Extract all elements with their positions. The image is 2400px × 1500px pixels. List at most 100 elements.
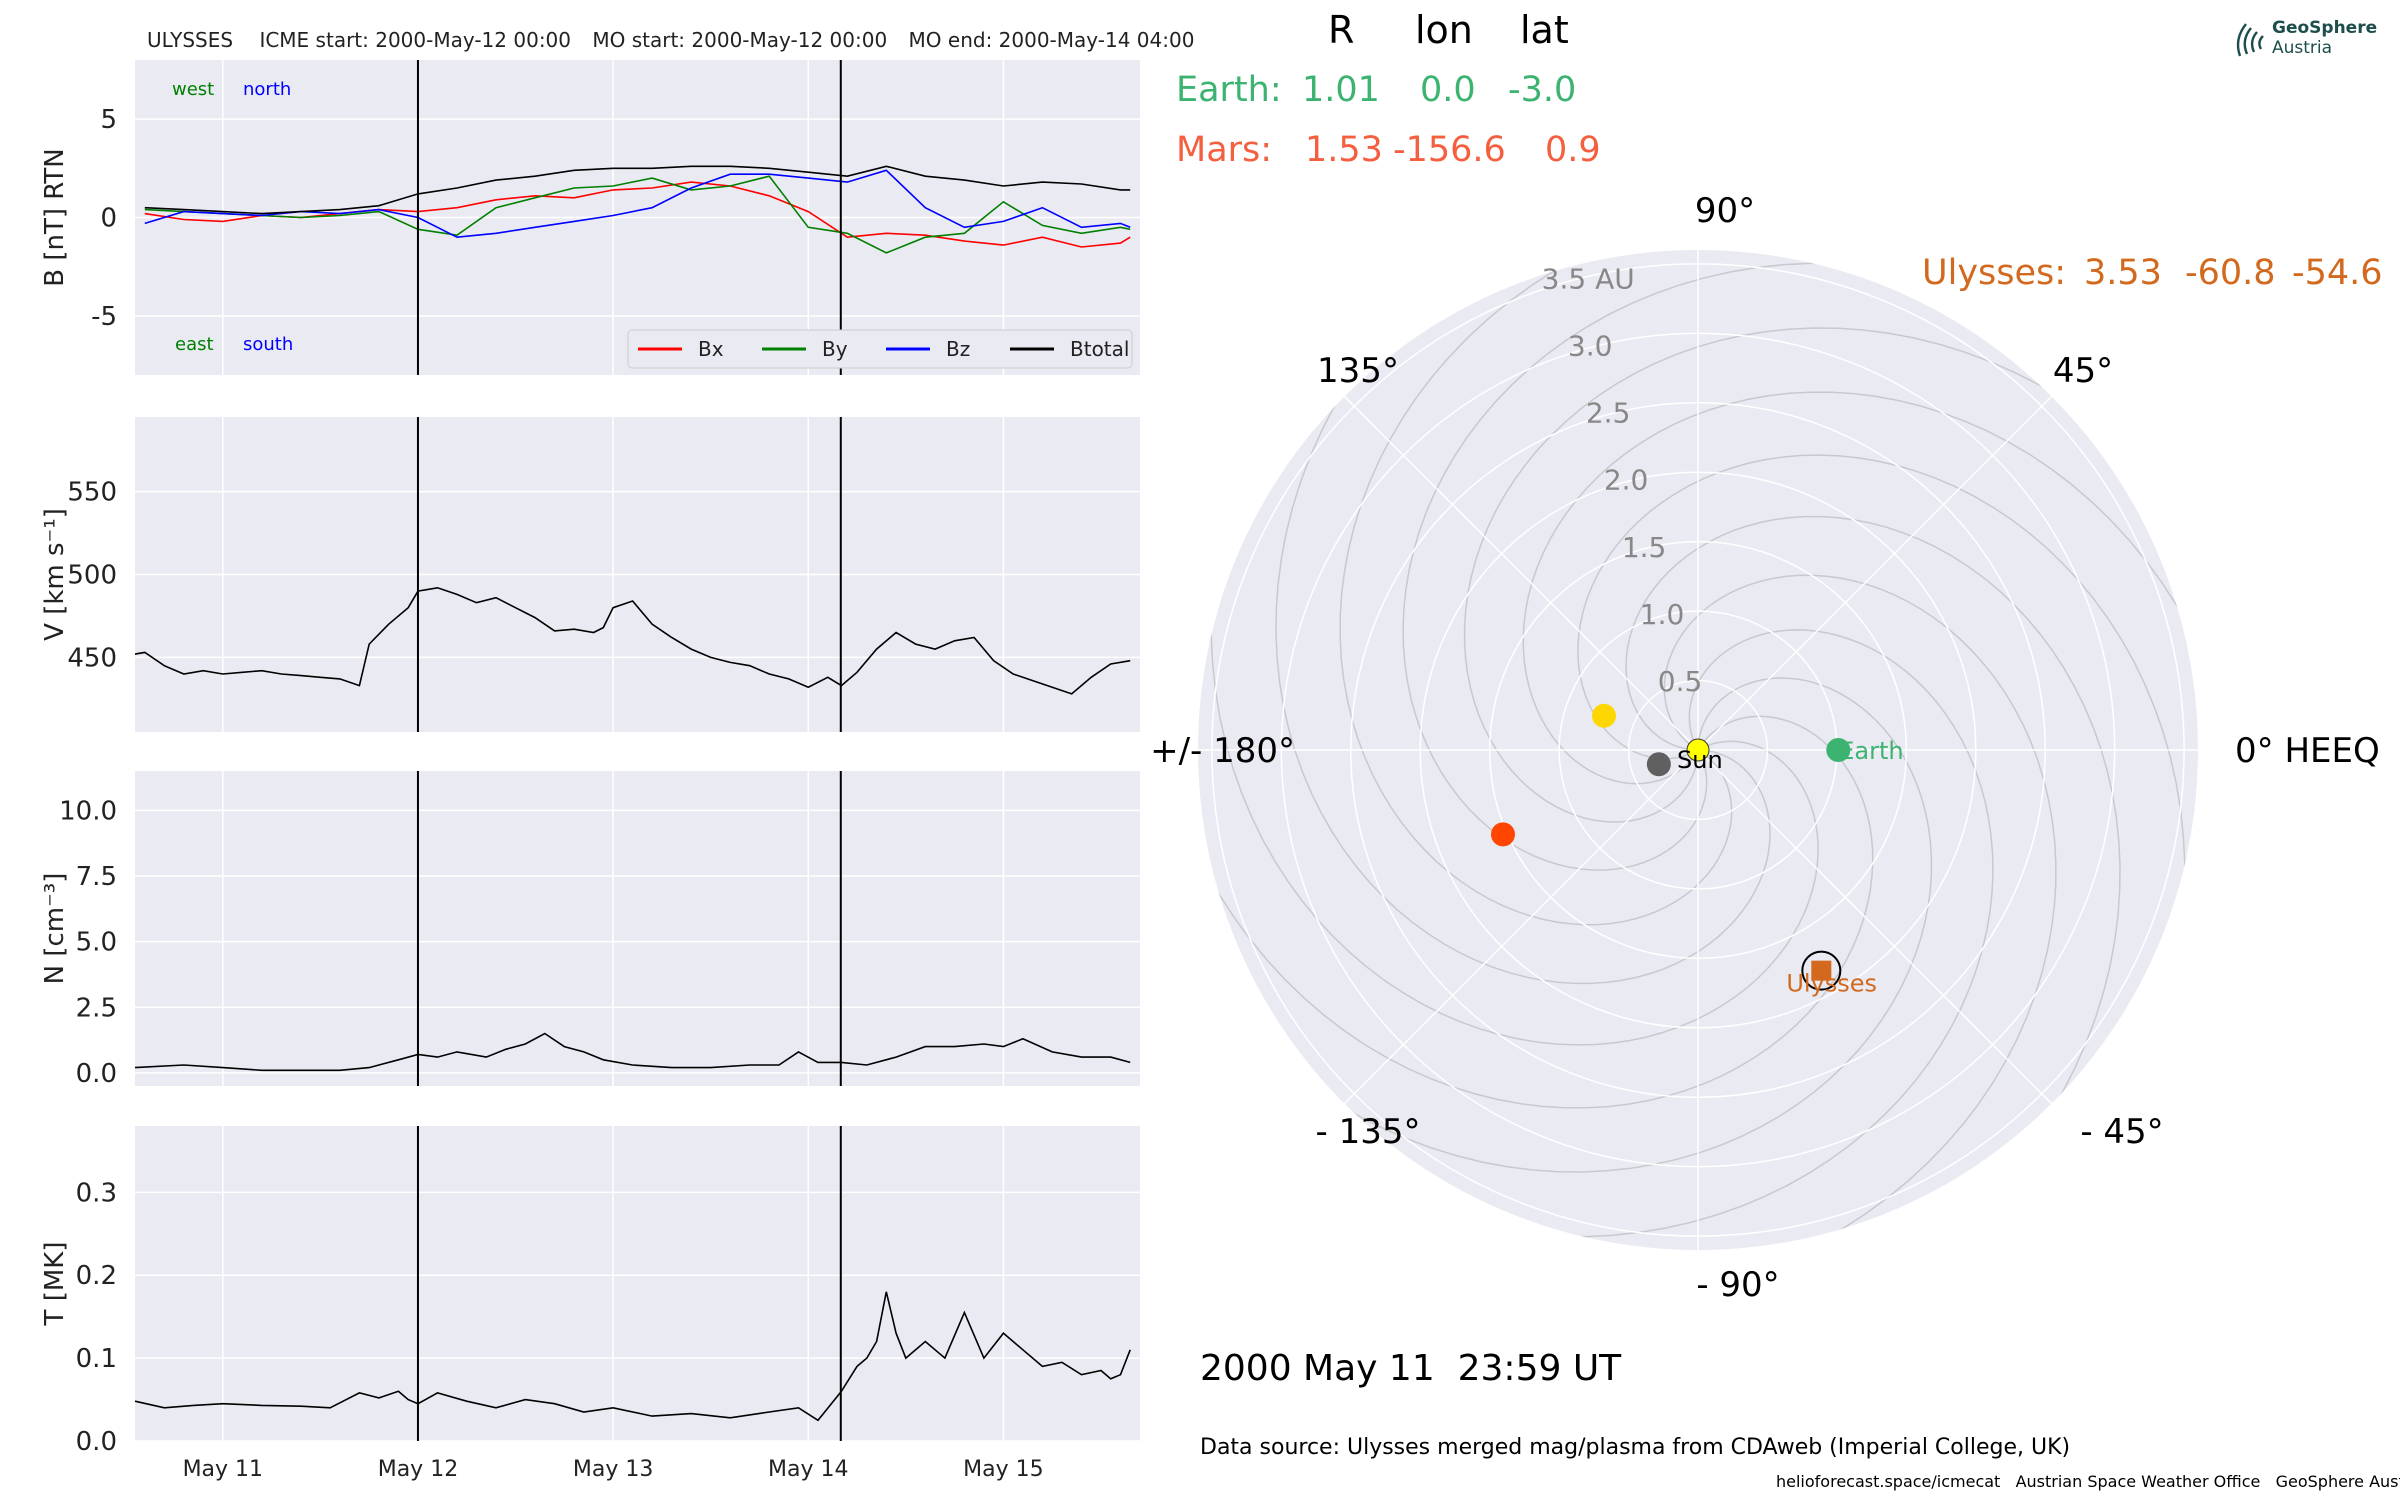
sun-marker <box>1686 738 1710 762</box>
radial-tick-label: 3.0 <box>1568 330 1613 363</box>
y-tick-label: 0.3 <box>76 1178 117 1208</box>
spiral-line <box>1527 629 1994 1238</box>
mo-start: MO start: 2000-May-12 00:00 <box>592 28 888 52</box>
y-tick-label: 550 <box>67 478 117 508</box>
spiral-line <box>1402 262 1869 871</box>
y-tick-label: -5 <box>91 302 117 332</box>
icme-start: ICME start: 2000-May-12 00:00 <box>259 28 571 52</box>
ulysses-marker <box>1811 960 1832 981</box>
spiral-line <box>1210 579 1819 1046</box>
annotation-east: east <box>175 334 214 355</box>
geosphere-logo-icon <box>2236 23 2264 57</box>
y-tick-label: 0.1 <box>76 1344 117 1374</box>
mars-lat: 0.9 <box>1545 130 1601 170</box>
radial-tick-label: 2.5 <box>1586 397 1631 430</box>
legend-label-by: By <box>822 337 848 361</box>
mission-name: ULYSSES <box>147 28 234 52</box>
legend-label-bx: Bx <box>698 337 724 361</box>
earth-label: Earth: <box>1176 70 1282 110</box>
spiral-line <box>1339 250 1733 926</box>
mercury-marker <box>1646 752 1671 777</box>
y-tick-label: 5.0 <box>76 928 117 958</box>
spiral-line <box>1625 515 2121 1141</box>
x-tick-label: May 14 <box>768 1457 848 1482</box>
y-axis-label: V [km s⁻¹] <box>40 508 70 641</box>
spiral-line <box>1307 677 1933 1173</box>
spiral-lines <box>1198 250 2198 1250</box>
timeseries-panel-3: 0.0 0.1 0.2 0.3 T [MK] <box>40 1126 1140 1457</box>
series-t-line <box>134 1291 1131 1422</box>
y-tick-label: 0.0 <box>76 1427 117 1457</box>
y-tick-label: 7.5 <box>76 862 117 892</box>
ulysses-lon: -60.8 <box>2185 253 2276 293</box>
y-axis-label: N [cm⁻³] <box>40 873 70 985</box>
y-tick-label: 0 <box>100 204 117 234</box>
sun-label: Sun <box>1677 746 1723 774</box>
series-v-line <box>134 586 1131 695</box>
spiral-line <box>1522 391 2198 785</box>
angular-tick-label: - 135° <box>1316 1112 1421 1152</box>
mars-marker <box>1490 822 1515 847</box>
angular-tick-label: - 45° <box>2080 1112 2163 1152</box>
x-tick-label: May 13 <box>573 1457 653 1482</box>
x-tick-label: May 12 <box>378 1457 458 1482</box>
logo-sub: Austria <box>2272 38 2333 58</box>
ulysses-r: 3.53 <box>2084 253 2162 293</box>
position-header-r: R <box>1328 8 1355 52</box>
y-tick-label: 2.5 <box>76 993 117 1023</box>
footer-credits: helioforecast.space/icmecat Austrian Spa… <box>1776 1472 2400 1491</box>
logo-name: GeoSphere <box>2272 18 2378 38</box>
mars-r: 1.53 <box>1305 130 1383 170</box>
angular-tick-label: 90° <box>1695 191 1755 231</box>
angular-tick-label: 0° HEEQ <box>2235 731 2380 771</box>
radial-tick-label: 3.5 AU <box>1542 262 1635 295</box>
ulysses-ring <box>1801 950 1842 991</box>
annotation-south: south <box>243 334 293 355</box>
panel-background <box>135 1126 1140 1441</box>
spiral-line <box>1577 454 2186 921</box>
y-axis-label: T [MK] <box>40 1242 70 1327</box>
y-tick-label: 450 <box>67 643 117 673</box>
ulysses-label: Ulysses <box>1786 970 1877 998</box>
series-by-line <box>144 175 1131 254</box>
mo-end: MO end: 2000-May-14 04:00 <box>908 28 1195 52</box>
radial-tick-label: 2.0 <box>1604 464 1649 497</box>
geosphere-logo: GeoSphere Austria <box>2232 14 2382 64</box>
mars-label: Mars: <box>1176 130 1273 170</box>
timestamp: 2000 May 11 23:59 UT <box>1200 1348 1622 1389</box>
position-header-lat: lat <box>1520 8 1569 52</box>
x-tick-label: May 11 <box>183 1457 263 1482</box>
legend-box <box>627 329 1133 369</box>
earth-r: 1.01 <box>1302 70 1380 110</box>
series-n-line <box>134 1032 1131 1072</box>
radial-tick-label: 0.5 <box>1658 665 1703 698</box>
ulysses-label: Ulysses: <box>1922 253 2067 293</box>
plot-header: ULYSSES ICME start: 2000-May-12 00:00 MO… <box>147 28 1194 52</box>
timeseries-panel-2: 0.0 2.5 5.0 7.5 10.0 N [cm⁻³] <box>40 771 1140 1089</box>
y-axis-label: B [nT] RTN <box>40 148 70 287</box>
venus-marker <box>1592 703 1617 728</box>
y-tick-label: 0.0 <box>76 1059 117 1089</box>
radial-tick-label: 1.5 <box>1622 531 1667 564</box>
b-legend: Bx By Bz Btotal <box>627 329 1133 369</box>
x-tick-label: May 15 <box>963 1457 1043 1482</box>
annotation-north: north <box>243 79 291 100</box>
angular-gridline <box>1697 749 2053 1105</box>
y-tick-label: 500 <box>67 561 117 591</box>
spiral-line <box>1663 574 2057 1250</box>
earth-label: Earth <box>1839 737 1903 765</box>
mars-lon: -156.6 <box>1393 130 1506 170</box>
y-tick-label: 0.2 <box>76 1261 117 1291</box>
earth-lon: 0.0 <box>1420 70 1476 110</box>
spiral-line <box>1275 359 1771 985</box>
timeseries-panel-0: -5 0 5 B [nT] RTN <box>40 60 1140 375</box>
earth-marker <box>1826 738 1851 762</box>
angular-tick-label: +/- 180° <box>1150 731 1295 771</box>
ulysses-lat: -54.6 <box>2292 253 2383 293</box>
legend-label-btotal: Btotal <box>1070 337 1129 361</box>
angular-gridline <box>1697 395 2053 751</box>
legend-label-bz: Bz <box>946 337 970 361</box>
series-btotal-line <box>144 165 1131 215</box>
